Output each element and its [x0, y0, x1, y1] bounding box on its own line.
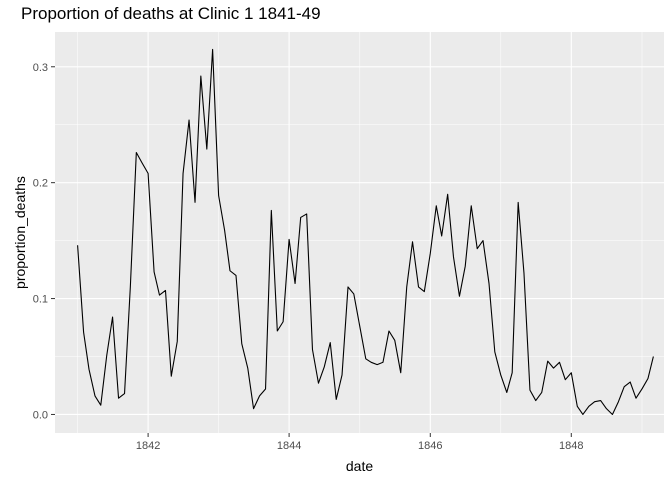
x-axis-title: date — [346, 458, 373, 474]
x-tick-label: 1846 — [418, 440, 442, 452]
series-line — [77, 48, 654, 416]
axes: 0.0 0.1 0.2 0.3 1842 1844 1846 1848 — [33, 62, 584, 452]
y-tick-label: 0.1 — [33, 294, 48, 306]
y-tick-label: 0.0 — [33, 409, 48, 421]
plot-panel — [55, 32, 664, 433]
y-axis-title: proportion_deaths — [12, 176, 28, 289]
x-tick-label: 1848 — [559, 440, 583, 452]
y-tick-label: 0.3 — [33, 62, 48, 74]
chart-title: Proportion of deaths at Clinic 1 1841-49 — [21, 4, 321, 23]
grid-lines — [55, 32, 664, 433]
x-tick-label: 1844 — [277, 440, 301, 452]
y-tick-label: 0.2 — [33, 178, 48, 190]
x-tick-label: 1842 — [136, 440, 160, 452]
